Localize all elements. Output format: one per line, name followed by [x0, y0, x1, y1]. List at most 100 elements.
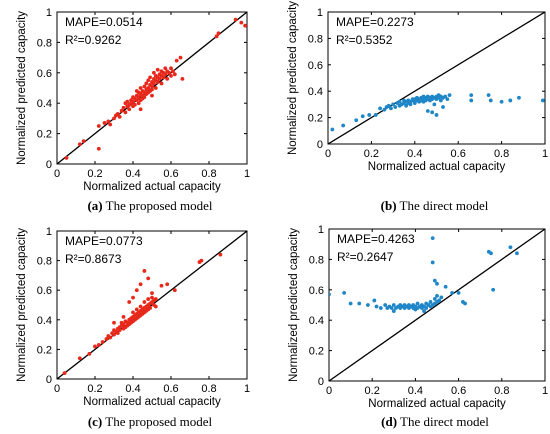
r2-annotation: R²=0.5352 — [336, 33, 393, 47]
data-point — [439, 295, 444, 300]
x-tick-label: 1 — [244, 383, 250, 395]
chart-panel-d: 0 0.2 0.4 0.6 0.8 1 0 0.2 0.4 0.6 0.8 1 MAPE=0.4263 R… — [288, 224, 548, 429]
x-axis-label: Normalized actual capacity — [83, 396, 221, 408]
data-point — [127, 107, 132, 112]
x-tick-label: 0.6 — [451, 148, 466, 160]
data-point — [134, 98, 139, 103]
caption-letter: (a) — [87, 198, 102, 213]
x-tick-label: 0.6 — [451, 385, 466, 397]
plot-frame — [56, 11, 248, 165]
mape-annotation: MAPE=0.4263 — [337, 232, 415, 246]
data-point — [425, 109, 430, 113]
data-point — [447, 93, 452, 98]
data-point — [87, 351, 92, 356]
x-tick-label: 0.6 — [163, 168, 178, 180]
data-point — [123, 110, 128, 115]
y-tick-label: 0 — [317, 139, 323, 151]
data-point — [165, 282, 170, 287]
data-point — [365, 303, 370, 307]
data-point — [152, 81, 156, 86]
data-point — [216, 31, 221, 36]
data-point — [169, 66, 173, 71]
data-point — [488, 98, 493, 103]
data-point — [171, 69, 175, 74]
data-point — [218, 252, 223, 257]
data-point — [243, 23, 247, 28]
mape-annotation: MAPE=0.2273 — [336, 15, 414, 29]
data-point — [138, 304, 143, 309]
caption-text: The proposed model — [103, 198, 213, 213]
data-point — [214, 34, 219, 39]
data-point — [136, 95, 141, 100]
plot-frame — [328, 228, 546, 382]
data-point — [77, 142, 82, 147]
data-point — [119, 108, 124, 113]
data-point — [112, 332, 116, 337]
data-point — [148, 75, 153, 80]
data-point — [102, 121, 107, 125]
x-axis-label: Normalized actual capacity — [83, 181, 221, 193]
data-point — [117, 114, 122, 119]
data-point — [172, 288, 177, 293]
data-point — [161, 75, 166, 80]
data-point — [434, 113, 439, 117]
caption-letter: (b) — [381, 198, 397, 213]
data-point — [354, 118, 359, 123]
data-point — [391, 303, 396, 307]
data-point — [233, 17, 238, 22]
data-point — [150, 93, 154, 98]
data-point — [463, 301, 467, 306]
data-point — [106, 119, 111, 124]
data-point — [146, 297, 151, 301]
data-point — [131, 310, 135, 315]
data-points — [62, 252, 223, 375]
data-point — [450, 290, 455, 295]
data-point — [508, 245, 513, 250]
data-point — [397, 99, 402, 104]
data-point — [172, 72, 177, 77]
reference-line — [329, 229, 545, 381]
data-point — [152, 70, 156, 75]
data-point — [150, 84, 154, 89]
data-point — [165, 76, 170, 81]
data-point — [81, 139, 86, 144]
x-tick-label: 0 — [325, 148, 331, 160]
x-tick-label: 0.2 — [87, 168, 102, 180]
panel-caption: (a) The proposed model — [87, 198, 212, 213]
y-axis-label: Normalized predicted capacity — [287, 1, 299, 155]
y-tick-label: 0.8 — [37, 256, 52, 268]
data-point — [138, 107, 143, 112]
data-points — [330, 93, 545, 132]
data-point — [491, 287, 496, 292]
x-tick-label: 0.8 — [201, 383, 216, 395]
data-point — [144, 81, 149, 86]
data-point — [374, 304, 379, 309]
y-tick-label: 0.8 — [308, 33, 323, 45]
data-point — [373, 113, 378, 117]
data-point — [386, 103, 391, 108]
data-point — [435, 281, 439, 286]
data-point — [133, 102, 137, 107]
x-tick-label: 0.4 — [407, 148, 422, 160]
y-tick-label: 0.4 — [37, 315, 52, 327]
data-point — [146, 78, 151, 83]
data-point — [469, 93, 474, 98]
x-tick-label: 1 — [542, 148, 548, 160]
data-point — [169, 73, 173, 78]
data-point — [330, 127, 335, 132]
data-point — [131, 295, 135, 300]
data-point — [367, 113, 372, 117]
data-point — [93, 344, 97, 349]
data-point — [96, 343, 101, 347]
data-point — [150, 291, 154, 296]
x-axis-label: Normalized actual capacity — [368, 161, 506, 173]
data-point — [155, 80, 160, 84]
caption-letter: (c) — [88, 414, 102, 429]
data-point — [342, 290, 347, 295]
data-point — [150, 87, 154, 92]
caption-letter: (d) — [381, 414, 397, 429]
data-point — [430, 236, 435, 241]
x-tick-label: 0.2 — [365, 385, 380, 397]
chart-panel-c: 0 0.2 0.4 0.6 0.8 1 0 0.2 0.4 0.6 0.8 1 MAPE=0.0773 R… — [16, 226, 250, 429]
data-point — [443, 94, 448, 99]
